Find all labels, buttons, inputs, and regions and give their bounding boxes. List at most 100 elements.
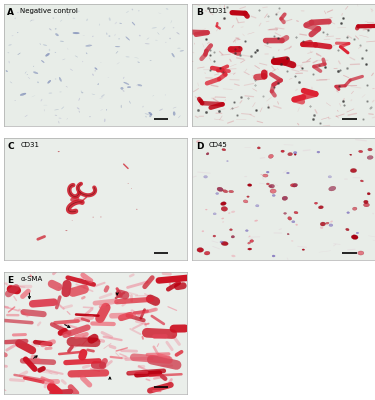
Ellipse shape — [288, 152, 292, 156]
Ellipse shape — [217, 187, 223, 191]
Ellipse shape — [81, 90, 82, 93]
Ellipse shape — [150, 60, 152, 61]
Ellipse shape — [58, 121, 59, 124]
Ellipse shape — [245, 230, 248, 232]
Ellipse shape — [131, 188, 132, 189]
Text: E: E — [8, 276, 14, 285]
Ellipse shape — [230, 229, 232, 231]
Ellipse shape — [32, 95, 35, 97]
Ellipse shape — [350, 154, 352, 155]
Ellipse shape — [178, 115, 181, 118]
Ellipse shape — [266, 171, 269, 173]
Ellipse shape — [157, 32, 159, 35]
Ellipse shape — [58, 118, 62, 119]
Ellipse shape — [204, 251, 210, 255]
Ellipse shape — [115, 46, 120, 47]
Ellipse shape — [82, 61, 83, 62]
Text: CD31: CD31 — [209, 8, 228, 14]
Ellipse shape — [169, 38, 171, 39]
Ellipse shape — [272, 194, 275, 196]
Ellipse shape — [148, 112, 152, 115]
Ellipse shape — [115, 22, 117, 24]
Ellipse shape — [294, 211, 298, 214]
Ellipse shape — [17, 53, 21, 55]
Ellipse shape — [150, 114, 152, 117]
Ellipse shape — [8, 52, 9, 53]
Ellipse shape — [196, 140, 200, 143]
Ellipse shape — [12, 35, 14, 36]
Ellipse shape — [106, 32, 107, 35]
Ellipse shape — [54, 109, 59, 110]
Ellipse shape — [293, 184, 297, 187]
Ellipse shape — [270, 189, 276, 193]
Ellipse shape — [134, 57, 139, 58]
Ellipse shape — [213, 213, 216, 215]
Ellipse shape — [173, 112, 175, 116]
Ellipse shape — [77, 107, 80, 110]
Ellipse shape — [294, 154, 296, 155]
Text: B: B — [196, 8, 203, 17]
Ellipse shape — [221, 218, 224, 219]
Ellipse shape — [128, 183, 129, 184]
Ellipse shape — [302, 249, 304, 250]
Ellipse shape — [56, 34, 58, 36]
Ellipse shape — [287, 234, 289, 235]
Ellipse shape — [226, 160, 228, 162]
Text: α-SMA: α-SMA — [20, 276, 42, 282]
Ellipse shape — [10, 82, 12, 83]
Ellipse shape — [213, 235, 216, 237]
Ellipse shape — [114, 34, 116, 36]
Text: Negative control: Negative control — [20, 8, 78, 14]
Ellipse shape — [94, 70, 96, 72]
Ellipse shape — [248, 184, 252, 186]
Ellipse shape — [28, 77, 30, 79]
Ellipse shape — [92, 36, 94, 37]
Ellipse shape — [145, 113, 149, 115]
Ellipse shape — [250, 240, 254, 242]
Ellipse shape — [67, 118, 68, 120]
Ellipse shape — [30, 20, 32, 22]
Ellipse shape — [82, 35, 85, 36]
Ellipse shape — [138, 84, 142, 86]
Ellipse shape — [352, 207, 357, 210]
Ellipse shape — [330, 220, 333, 222]
Ellipse shape — [165, 42, 166, 43]
Ellipse shape — [351, 235, 358, 240]
Ellipse shape — [49, 93, 52, 94]
Ellipse shape — [137, 62, 140, 63]
Ellipse shape — [320, 226, 323, 229]
Ellipse shape — [132, 22, 135, 25]
Ellipse shape — [255, 204, 259, 207]
Ellipse shape — [364, 200, 368, 204]
Ellipse shape — [119, 23, 122, 24]
Ellipse shape — [173, 27, 174, 28]
Ellipse shape — [9, 61, 10, 63]
Ellipse shape — [6, 70, 8, 72]
Ellipse shape — [229, 190, 234, 193]
Ellipse shape — [282, 196, 288, 200]
Ellipse shape — [152, 95, 154, 96]
Ellipse shape — [216, 192, 219, 194]
Ellipse shape — [104, 118, 105, 122]
Ellipse shape — [45, 53, 50, 56]
Ellipse shape — [367, 192, 370, 195]
Ellipse shape — [249, 236, 250, 237]
Ellipse shape — [228, 212, 230, 214]
Ellipse shape — [86, 52, 87, 54]
Ellipse shape — [328, 176, 332, 178]
Ellipse shape — [98, 83, 99, 85]
Ellipse shape — [320, 222, 326, 226]
Ellipse shape — [318, 206, 323, 209]
Ellipse shape — [346, 228, 349, 231]
Ellipse shape — [77, 11, 80, 12]
Ellipse shape — [171, 20, 172, 23]
Ellipse shape — [291, 240, 293, 242]
Ellipse shape — [176, 32, 180, 34]
Ellipse shape — [67, 48, 68, 50]
Ellipse shape — [37, 10, 41, 12]
Ellipse shape — [247, 196, 249, 198]
Ellipse shape — [126, 56, 130, 57]
Ellipse shape — [358, 251, 364, 255]
Ellipse shape — [296, 224, 298, 226]
Ellipse shape — [40, 99, 42, 102]
